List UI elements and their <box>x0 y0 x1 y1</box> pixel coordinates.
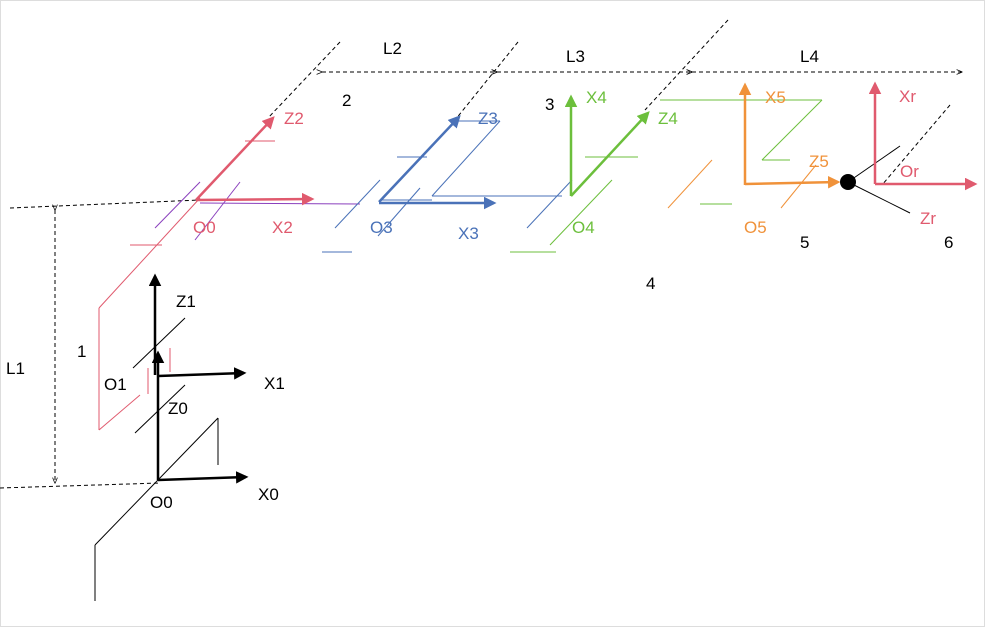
frame5-origin-label: O5 <box>744 218 767 237</box>
link-2: Z2 X2 O0 2 <box>98 91 361 431</box>
frame3-z-label: Z3 <box>478 109 498 128</box>
joint3-marker-b <box>377 187 421 237</box>
link4-plate-diagonal <box>761 99 823 161</box>
link2-plate-diagonal <box>98 197 201 309</box>
frame5-x-label: X5 <box>765 88 786 107</box>
joint2-marker-a <box>154 181 201 229</box>
l1-top-extension <box>9 199 201 209</box>
frame4-z-label: Z4 <box>658 109 678 128</box>
frame0-z-label: Z0 <box>168 399 188 418</box>
frame3-origin-label: O3 <box>370 218 393 237</box>
link3-plate-diagonal <box>431 120 501 197</box>
joint-label-6: 6 <box>944 233 953 252</box>
x2-axis <box>195 192 315 206</box>
frame2-x-label: X2 <box>272 218 293 237</box>
end-effector-point <box>840 174 856 190</box>
link2-plate-bottom <box>98 394 141 431</box>
frame3-x-label: X3 <box>458 224 479 243</box>
dimension-label-l2: L2 <box>383 39 402 58</box>
frame2-z-label: Z2 <box>284 109 304 128</box>
effector-line-b <box>847 181 911 214</box>
frame4-origin-label: O4 <box>572 218 595 237</box>
joint-label-1: 1 <box>77 342 86 361</box>
l4-extension-end <box>881 104 951 186</box>
joint-label-5: 5 <box>800 233 809 252</box>
joint4-marker-a <box>526 179 573 229</box>
z4-axis <box>570 111 650 197</box>
joint-label-4: 4 <box>646 274 655 293</box>
link-4: X4 Z4 O4 4 <box>510 88 823 293</box>
frame-r-x-label: Xr <box>899 87 916 106</box>
joint5-marker-b <box>780 164 817 209</box>
joint1-marker-b <box>134 384 186 434</box>
joint4-marker-b <box>549 179 613 246</box>
frame2-origin-label: O0 <box>193 218 216 237</box>
link2-to-link3-bar <box>199 202 361 205</box>
base-link: Z0 X0 O0 Z1 X1 O1 1 <box>77 273 285 601</box>
frame4-x-label: X4 <box>586 88 607 107</box>
link-3: Z3 X3 O3 3 <box>322 95 562 253</box>
dimension-lines: L1 L2 L3 L4 <box>0 19 962 489</box>
frame-r-z-label: Zr <box>920 209 936 228</box>
dimension-label-l1: L1 <box>6 359 25 378</box>
link-5: X5 Z5 O5 5 <box>667 82 841 252</box>
joint3-marker-a <box>334 179 381 229</box>
joint1-marker-a <box>132 317 186 369</box>
frame0-x-label: X0 <box>258 485 279 504</box>
frame0-origin-label: O0 <box>150 493 173 512</box>
joint-label-2: 2 <box>342 91 351 110</box>
frame1-x-label: X1 <box>264 374 285 393</box>
dimension-label-l4: L4 <box>800 47 819 66</box>
frame1-origin-label: O1 <box>104 375 127 394</box>
l1-bottom-extension <box>0 482 161 489</box>
base-diagonal <box>94 417 219 546</box>
x0-axis <box>157 471 249 484</box>
joint2-marker-b <box>194 181 241 241</box>
l3-extension-end <box>644 19 729 111</box>
joint-label-3: 3 <box>545 95 554 114</box>
z2-axis <box>195 116 275 201</box>
end-effector: Xr Or Zr 6 <box>840 81 978 252</box>
l2-extension-start <box>267 41 341 119</box>
frame5-z-label: Z5 <box>809 152 829 171</box>
l2-extension-end <box>454 41 519 121</box>
z3-axis <box>378 115 461 203</box>
x1-axis <box>157 367 247 380</box>
z5-axis <box>744 175 841 189</box>
frame-r-origin-label: Or <box>900 162 919 181</box>
joint5-marker-a <box>667 159 713 209</box>
frame1-z-label: Z1 <box>176 292 196 311</box>
dimension-label-l3: L3 <box>566 47 585 66</box>
